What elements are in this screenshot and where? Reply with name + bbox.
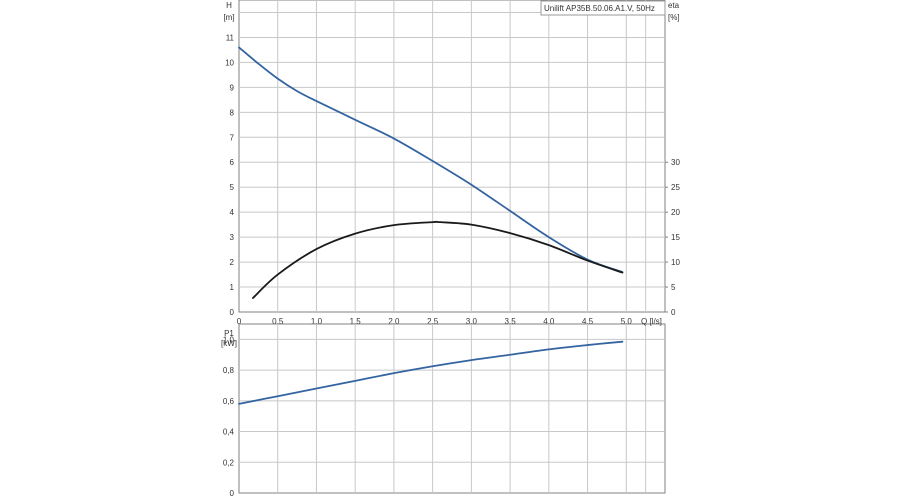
y-tick-label-head: 6 (230, 158, 235, 167)
x-tick-label: 3,0 (466, 317, 478, 326)
y-tick-label-head: 11 (226, 33, 235, 42)
y-tick-label-head: 7 (230, 133, 235, 142)
axis-labels: H [m] eta [%] Q [l/s] P1 [kW] (221, 1, 680, 348)
eta-curve (252, 220, 624, 299)
x-axis-label: Q [l/s] (641, 317, 662, 326)
legend-box (540, 0, 666, 16)
y-label-power-line2: [kW] (221, 339, 237, 348)
x-tick-label: 1.5 (350, 317, 362, 326)
y-tick-label-power: 0,2 (223, 458, 235, 467)
y-tick-label-power: 0 (230, 489, 235, 498)
y-tick-label-eta: 25 (671, 183, 680, 192)
y-tick-label-power: 0,4 (223, 428, 235, 437)
top-plot-frame (238, 0, 666, 313)
x-tick-label: 0,5 (272, 317, 284, 326)
y-label-eta-line2: [%] (668, 13, 680, 22)
legend: Unilift AP35B.50.06.A1.V, 50Hz (540, 0, 666, 16)
y-tick-label-power: 1,0 (223, 335, 235, 344)
x-tick-label: 1,0 (311, 317, 323, 326)
x-tick-label: 2,5 (427, 317, 439, 326)
y-tick-label-head: 1 (230, 283, 235, 292)
head-efficiency-curves (238, 46, 624, 299)
y-tick-label-eta: 0 (671, 308, 676, 317)
y-label-head-line2: [m] (223, 13, 234, 22)
y-tick-label-head: 0 (230, 308, 235, 317)
y-tick-label-head: 5 (230, 183, 235, 192)
y-tick-label-eta: 20 (671, 208, 680, 217)
x-tick-label: 4,0 (543, 317, 555, 326)
y-tick-label-head: 10 (225, 58, 234, 67)
bottom-plot-frame (238, 323, 666, 494)
head-efficiency-grid: 0 0,5 1,0 1.5 2.0 2,5 3,0 3,5 4,0 4,5 5,0 0 1 2 3 4 5 6 7 8… (225, 0, 680, 326)
y-label-power-line1: P1 (224, 329, 234, 338)
y-tick-label-power: 0,8 (223, 366, 235, 375)
legend-text: Unilift AP35B.50.06.A1.V, 50Hz (544, 4, 655, 13)
x-tick-label: 3,5 (505, 317, 517, 326)
y-tick-label-head: 4 (230, 208, 235, 217)
y-tick-label-head: 8 (230, 108, 235, 117)
x-tick-label: 0 (237, 317, 242, 326)
y-label-eta-line1: eta (668, 1, 680, 10)
y-tick-label-eta: 10 (671, 258, 680, 267)
x-tick-label: 4,5 (582, 317, 594, 326)
y-label-head-line1: H (226, 1, 232, 10)
y-tick-label-head: 9 (230, 83, 235, 92)
p1-curve (238, 340, 624, 405)
y-tick-label-head: 2 (230, 258, 235, 267)
x-tick-label: 2.0 (388, 317, 400, 326)
y-tick-label-power: 0,6 (223, 397, 235, 406)
y-tick-label-head: 3 (230, 233, 235, 242)
power-grid: 0 0,2 0,4 0,6 0,8 1,0 (223, 323, 666, 498)
head-curve (238, 46, 624, 273)
y-tick-label-eta: 5 (671, 283, 676, 292)
x-tick-label: 5,0 (621, 317, 633, 326)
power-curves (238, 340, 624, 405)
y-tick-label-eta: 15 (671, 233, 680, 242)
y-tick-label-eta: 30 (671, 158, 680, 167)
